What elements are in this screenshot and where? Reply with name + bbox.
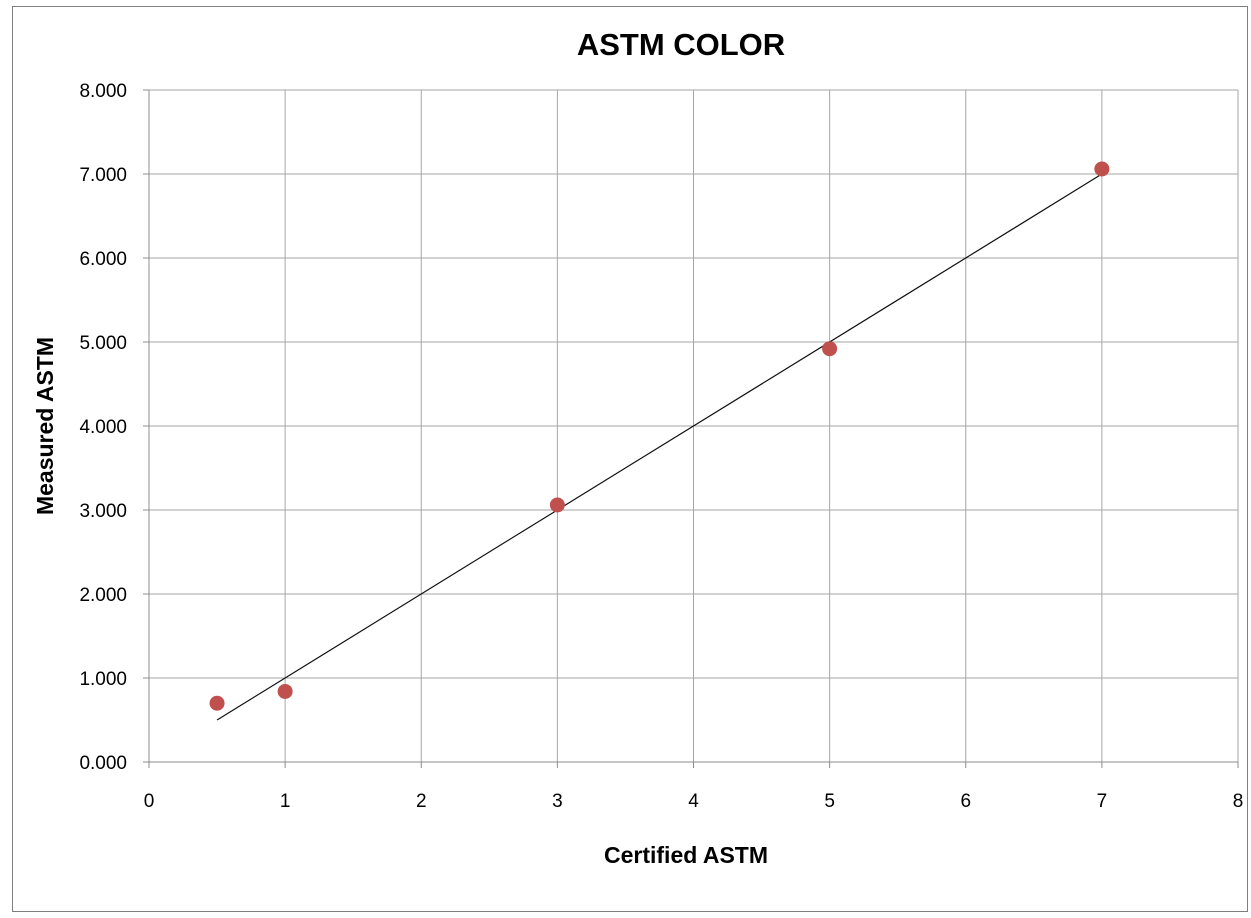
data-point <box>209 695 225 711</box>
data-points <box>209 161 1110 711</box>
chart-grid <box>149 89 1239 762</box>
x-tick-label: 7 <box>1097 791 1108 812</box>
data-point <box>1094 161 1110 177</box>
y-tick-label: 1.000 <box>79 669 127 690</box>
x-tick-label: 3 <box>552 791 563 812</box>
chart-frame <box>12 6 1248 912</box>
y-axis-ticks: 0.000 1.000 2.000 3.000 4.000 5.000 6.000 7.000… <box>79 81 127 774</box>
x-axis-ticks: 0 1 2 3 4 5 6 7 8 <box>144 791 1244 812</box>
x-tick-label: 6 <box>960 791 971 812</box>
x-tick-label: 8 <box>1233 791 1244 812</box>
y-tick-label: 4.000 <box>79 417 127 438</box>
x-tick-label: 5 <box>824 791 835 812</box>
data-point <box>822 341 838 357</box>
x-tick-label: 1 <box>280 791 291 812</box>
x-axis-title: Certified ASTM <box>604 842 768 868</box>
chart-axes <box>143 89 1239 768</box>
data-point <box>277 683 293 699</box>
x-tick-label: 0 <box>144 791 155 812</box>
data-point <box>549 497 565 513</box>
y-tick-label: 0.000 <box>79 753 127 774</box>
y-tick-label: 3.000 <box>79 501 127 522</box>
y-tick-label: 2.000 <box>79 585 127 606</box>
chart-title: ASTM COLOR <box>577 27 785 62</box>
y-tick-label: 7.000 <box>79 165 127 186</box>
x-tick-label: 2 <box>416 791 427 812</box>
y-tick-label: 6.000 <box>79 249 127 270</box>
trendline-layer <box>216 173 1103 721</box>
y-tick-label: 8.000 <box>79 81 127 102</box>
x-tick-label: 4 <box>688 791 699 812</box>
linear-trendline <box>216 173 1103 721</box>
y-axis-title: Measured ASTM <box>32 337 58 515</box>
y-tick-label: 5.000 <box>79 333 127 354</box>
